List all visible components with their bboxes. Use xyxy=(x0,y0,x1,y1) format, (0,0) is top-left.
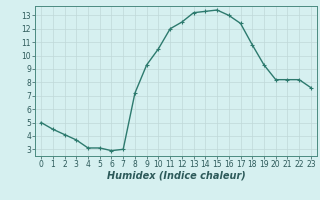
X-axis label: Humidex (Indice chaleur): Humidex (Indice chaleur) xyxy=(107,171,245,181)
